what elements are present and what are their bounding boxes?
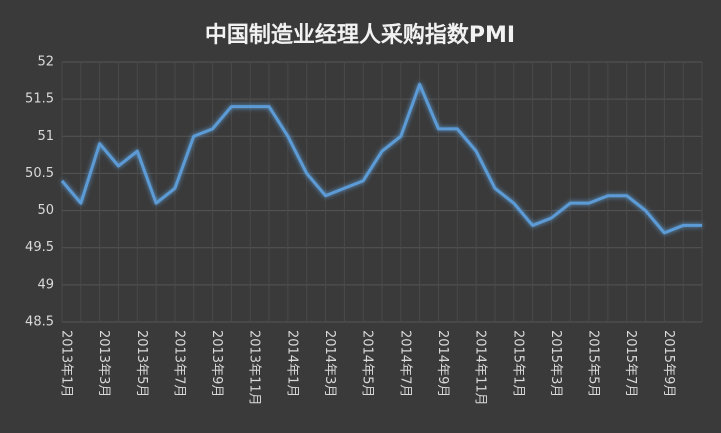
y-tick-label: 50.5: [25, 166, 54, 181]
x-tick-label: 2014年1月: [284, 330, 299, 397]
x-tick-label: 2013年1月: [59, 330, 74, 397]
x-tick-label: 2014年11月: [473, 330, 488, 406]
y-tick-label: 51.5: [25, 92, 54, 107]
x-tick-label: 2013年5月: [134, 330, 149, 397]
x-tick-label: 2014年3月: [322, 330, 337, 397]
x-tick-label: 2015年5月: [586, 330, 601, 397]
y-tick-label: 51: [37, 129, 54, 144]
y-tick-label: 48.5: [25, 315, 54, 330]
y-tick-label: 50: [37, 203, 54, 218]
x-tick-label: 2015年3月: [548, 330, 563, 397]
x-tick-label: 2014年7月: [397, 330, 412, 397]
x-tick-label: 2015年1月: [510, 330, 525, 397]
x-tick-label: 2015年7月: [623, 330, 638, 397]
data-line: [60, 82, 702, 235]
y-tick-label: 49.5: [25, 240, 54, 255]
y-tick-label: 52: [37, 55, 54, 70]
x-tick-label: 2013年3月: [96, 330, 111, 397]
x-tick-label: 2014年9月: [435, 330, 450, 397]
y-tick-label: 49: [37, 277, 54, 292]
x-tick-label: 2015年9月: [661, 330, 676, 397]
x-tick-label: 2013年11月: [247, 330, 262, 406]
x-tick-label: 2013年7月: [171, 330, 186, 397]
chart-title: 中国制造业经理人采购指数PMI: [205, 22, 515, 48]
x-tick-label: 2014年5月: [360, 330, 375, 397]
x-tick-label: 2013年9月: [209, 330, 224, 397]
